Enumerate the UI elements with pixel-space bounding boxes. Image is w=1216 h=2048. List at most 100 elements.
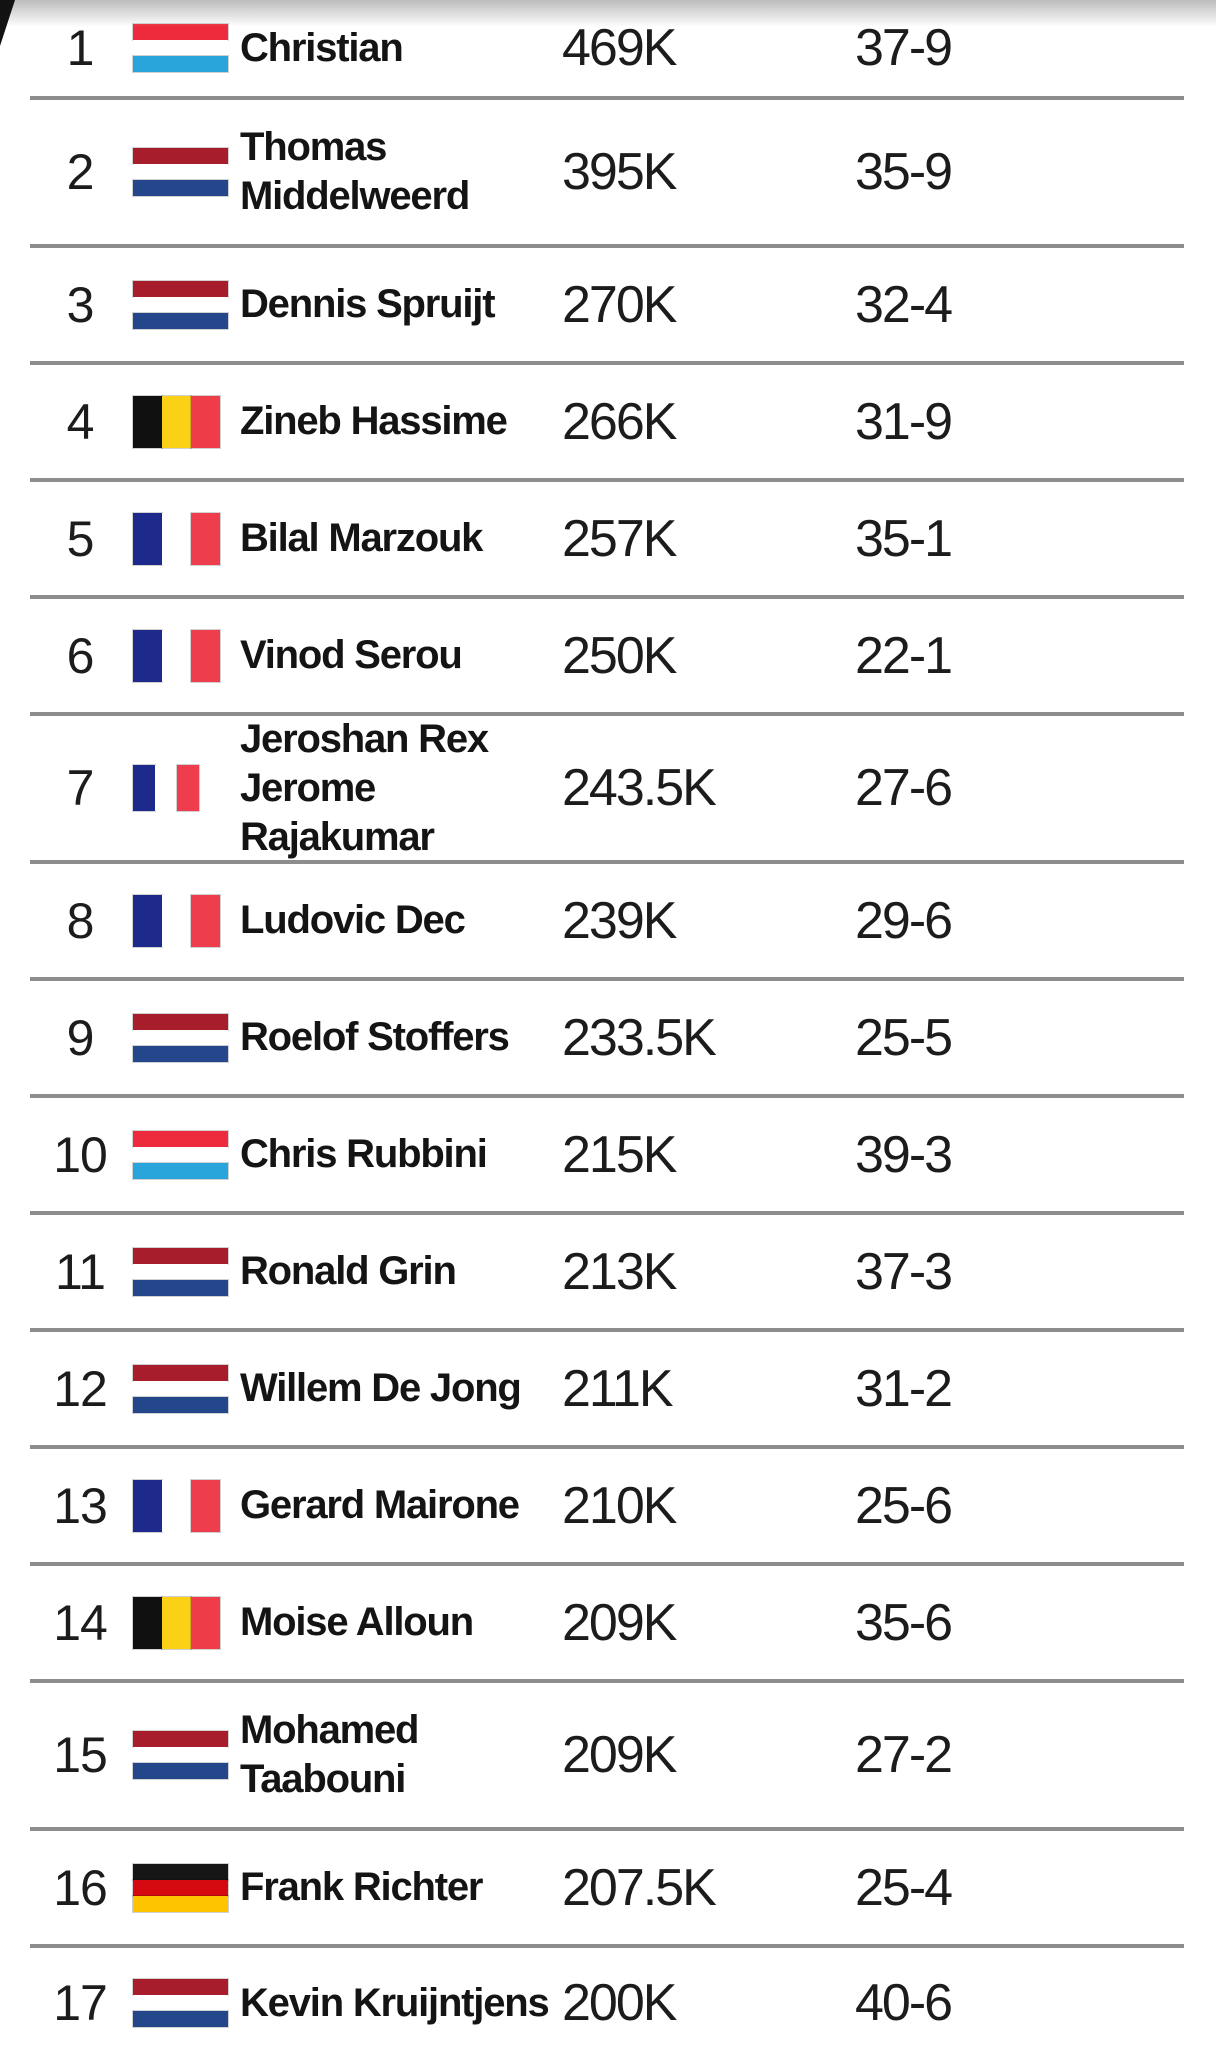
flag-stripe	[162, 1596, 191, 1649]
flag-stripe	[133, 1263, 228, 1280]
flag-cell	[130, 280, 240, 329]
player-name: Christian	[240, 25, 404, 70]
flag-stripe	[133, 395, 162, 448]
table-row[interactable]: 6 Vinod Serou 250K 22-1	[30, 599, 1184, 716]
luxembourg-flag-icon	[133, 1130, 228, 1179]
flag-stripe	[191, 629, 220, 682]
points-value: 211K	[562, 1359, 674, 1418]
flag-stripe	[133, 312, 228, 329]
rank-label: 9	[66, 1009, 95, 1066]
points-value: 215K	[562, 1125, 677, 1184]
win-loss-record: 31-9	[855, 392, 953, 451]
netherlands-flag-icon	[133, 1247, 228, 1296]
flag-stripe	[133, 1763, 228, 1779]
netherlands-flag-icon	[133, 148, 228, 196]
table-row[interactable]: 13 Gerard Mairone 210K 25-6	[30, 1449, 1184, 1566]
player-name: Bilal Marzouk	[240, 516, 483, 560]
flag-stripe	[191, 395, 220, 448]
table-row[interactable]: 10 Chris Rubbini 215K 39-3	[30, 1098, 1184, 1215]
netherlands-flag-icon	[133, 1013, 228, 1062]
flag-stripe	[133, 2011, 228, 2027]
table-row[interactable]: 9 Roelof Stoffers 233.5K 25-5	[30, 981, 1184, 1098]
win-loss-record: 37-3	[855, 1242, 953, 1301]
flag-stripe	[133, 56, 228, 72]
points-value: 209K	[562, 1726, 677, 1784]
player-name: Ronald Grin	[240, 1249, 457, 1293]
table-row[interactable]: 15 Mohamed Taabouni 209K 27-2	[30, 1683, 1184, 1831]
points-value: 250K	[562, 626, 677, 685]
france-flag-icon	[133, 894, 220, 947]
player-name: Frank Richter	[240, 1865, 483, 1909]
flag-stripe	[162, 629, 191, 682]
netherlands-flag-icon	[133, 1731, 228, 1779]
win-loss-record: 25-6	[855, 1476, 953, 1535]
france-flag-icon	[133, 512, 220, 565]
flag-stripe	[133, 40, 228, 56]
win-loss-record: 31-2	[855, 1359, 953, 1418]
win-loss-record: 29-6	[855, 891, 953, 950]
flag-stripe	[133, 1146, 228, 1163]
points-value: 200K	[562, 1974, 677, 2032]
flag-stripe	[191, 1479, 220, 1532]
table-row[interactable]: 11 Ronald Grin 213K 37-3	[30, 1215, 1184, 1332]
rank-label: 12	[53, 1360, 108, 1417]
flag-stripe	[133, 629, 162, 682]
flag-stripe	[177, 765, 199, 811]
rank-label: 14	[53, 1594, 108, 1651]
player-name: Willem De Jong	[240, 1366, 522, 1410]
table-row[interactable]: 2 Thomas Middelweerd 395K 35-9	[30, 100, 1184, 248]
flag-stripe	[133, 1029, 228, 1046]
flag-stripe	[191, 1596, 220, 1649]
win-loss-record: 27-6	[855, 759, 953, 817]
points-value: 210K	[562, 1476, 677, 1535]
win-loss-record: 22-1	[855, 626, 953, 685]
win-loss-record: 40-6	[855, 1974, 953, 2032]
player-name: Thomas Middelweerd	[240, 125, 470, 218]
flag-stripe	[133, 1130, 228, 1147]
points-value: 213K	[562, 1242, 677, 1301]
flag-stripe	[162, 1479, 191, 1532]
points-value: 270K	[562, 275, 677, 334]
points-value: 209K	[562, 1593, 677, 1652]
flag-stripe	[162, 512, 191, 565]
flag-stripe	[191, 894, 220, 947]
flag-stripe	[191, 512, 220, 565]
flag-cell	[130, 765, 240, 811]
belgium-flag-icon	[133, 1596, 220, 1649]
win-loss-record: 25-5	[855, 1008, 953, 1067]
win-loss-record: 37-9	[855, 19, 953, 77]
player-name: Jeroshan Rex Jerome Rajakumar	[240, 716, 489, 859]
table-row[interactable]: 17 Kevin Kruijntjens 200K 40-6	[30, 1948, 1184, 2048]
flag-stripe	[133, 24, 228, 40]
flag-stripe	[133, 180, 228, 196]
flag-stripe	[133, 1731, 228, 1747]
flag-stripe	[133, 1979, 228, 1995]
flag-stripe	[133, 1364, 228, 1381]
table-row[interactable]: 7 Jeroshan Rex Jerome Rajakumar 243.5K 2…	[30, 716, 1184, 864]
points-value: 266K	[562, 392, 677, 451]
flag-stripe	[133, 296, 228, 313]
flag-stripe	[133, 1013, 228, 1030]
points-value: 207.5K	[562, 1858, 717, 1917]
player-name: Chris Rubbini	[240, 1132, 488, 1176]
table-row[interactable]: 8 Ludovic Dec 239K 29-6	[30, 864, 1184, 981]
table-row[interactable]: 5 Bilal Marzouk 257K 35-1	[30, 482, 1184, 599]
points-value: 243.5K	[562, 759, 717, 817]
points-value: 239K	[562, 891, 677, 950]
rank-label: 15	[53, 1727, 108, 1783]
win-loss-record: 32-4	[855, 275, 953, 334]
player-name: Dennis Spruijt	[240, 282, 496, 326]
flag-cell	[130, 148, 240, 196]
rank-label: 2	[66, 144, 95, 200]
flag-stripe	[133, 164, 228, 180]
flag-stripe	[133, 1247, 228, 1264]
table-row[interactable]: 14 Moise Alloun 209K 35-6	[30, 1566, 1184, 1683]
table-row[interactable]: 1 Christian 469K 37-9	[30, 0, 1184, 100]
table-row[interactable]: 12 Willem De Jong 211K 31-2	[30, 1332, 1184, 1449]
france-flag-icon	[133, 1479, 220, 1532]
flag-stripe	[133, 1479, 162, 1532]
table-row[interactable]: 4 Zineb Hassime 266K 31-9	[30, 365, 1184, 482]
table-row[interactable]: 3 Dennis Spruijt 270K 32-4	[30, 248, 1184, 365]
table-row[interactable]: 16 Frank Richter 207.5K 25-4	[30, 1831, 1184, 1948]
win-loss-record: 35-1	[855, 509, 953, 568]
